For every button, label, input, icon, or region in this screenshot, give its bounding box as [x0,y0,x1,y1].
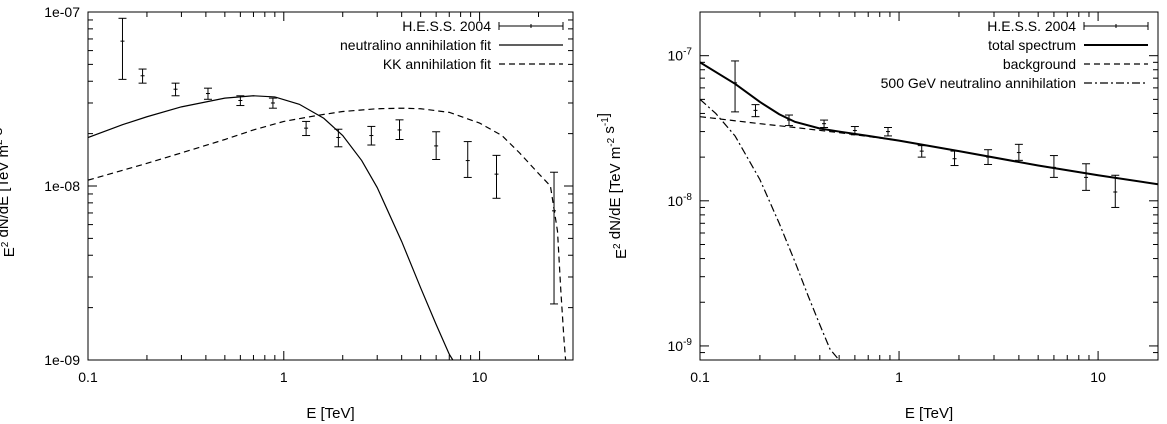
x-axis-title: E [TeV] [905,405,953,422]
data-point [1014,143,1023,161]
data-point [395,119,404,141]
plot-frame [699,11,1159,361]
legend-label-series-3: 500 GeV neutralino annihilation [881,75,1076,91]
series-line-1 [88,95,454,360]
data-point [334,128,343,148]
legend: H.E.S.S. 2004 total spectrum background 500… [881,18,1149,91]
data-point [820,119,829,129]
chart-panel-left: 0.1 1 10 1e-09 1e-08 1e-07 E [TeV] E2 dN/dE [Te… [0,4,574,422]
chart-panel-right: 0.1 1 10 10-9 10-8 10-7 E [TeV] E2 dN/dE [TeV m… [595,11,1159,422]
data-point [1049,155,1058,178]
x-tick-label: 1 [895,369,903,385]
data-point [118,17,127,80]
data-point [1082,163,1091,191]
series-line-2 [700,116,1158,185]
data-point [138,68,147,84]
y-tick-label: 1e-09 [44,352,80,368]
plot-area [700,60,1158,360]
y-tick-label: 10-9 [668,337,693,354]
y-tick-label: 1e-08 [44,178,80,194]
data-point [432,131,441,161]
data-point [950,150,959,167]
series-line-3 [700,98,840,360]
series-line-2 [88,107,567,360]
y-axis-title: E2 dN/dE [TeV m-2 s-1] [595,113,630,259]
x-axis-title: E [TeV] [306,405,354,422]
legend-label-points: H.E.S.S. 2004 [402,18,491,34]
data-point [917,145,926,158]
data-point [550,171,559,305]
data-point [850,126,859,136]
legend-label-series-1: total spectrum [988,37,1076,53]
data-point [1111,174,1120,208]
data-point [171,82,180,97]
data-point [203,87,212,100]
x-tick-label: 10 [1090,369,1106,385]
x-tick-label: 1 [280,369,288,385]
data-point [492,154,501,199]
data-point [731,60,740,113]
x-tick-label: 10 [472,369,488,385]
y-tick-label: 10-8 [668,192,693,209]
data-point [785,114,794,127]
data-point [883,127,892,137]
data-point [268,97,277,109]
data-point [463,141,472,178]
legend: H.E.S.S. 2004 neutralino annihilation fit… [340,18,564,72]
y-axis-title: E2 dN/dE [TeV m2 s-1] [0,115,18,258]
y-tick-label: 1e-07 [44,4,80,20]
y-tick-label: 10-7 [668,47,693,64]
data-point [367,125,376,146]
legend-label-points: H.E.S.S. 2004 [987,18,1076,34]
legend-label-series-1: neutralino annihilation fit [340,37,491,53]
data-point [302,120,311,137]
legend-label-series-2: background [1003,56,1076,72]
legend-label-series-2: KK annihilation fit [383,56,491,72]
data-point [751,104,760,118]
plot-area [88,17,567,360]
data-point [236,95,245,107]
x-tick-label: 0.1 [78,369,98,385]
data-point [984,149,993,165]
x-tick-label: 0.1 [690,369,710,385]
